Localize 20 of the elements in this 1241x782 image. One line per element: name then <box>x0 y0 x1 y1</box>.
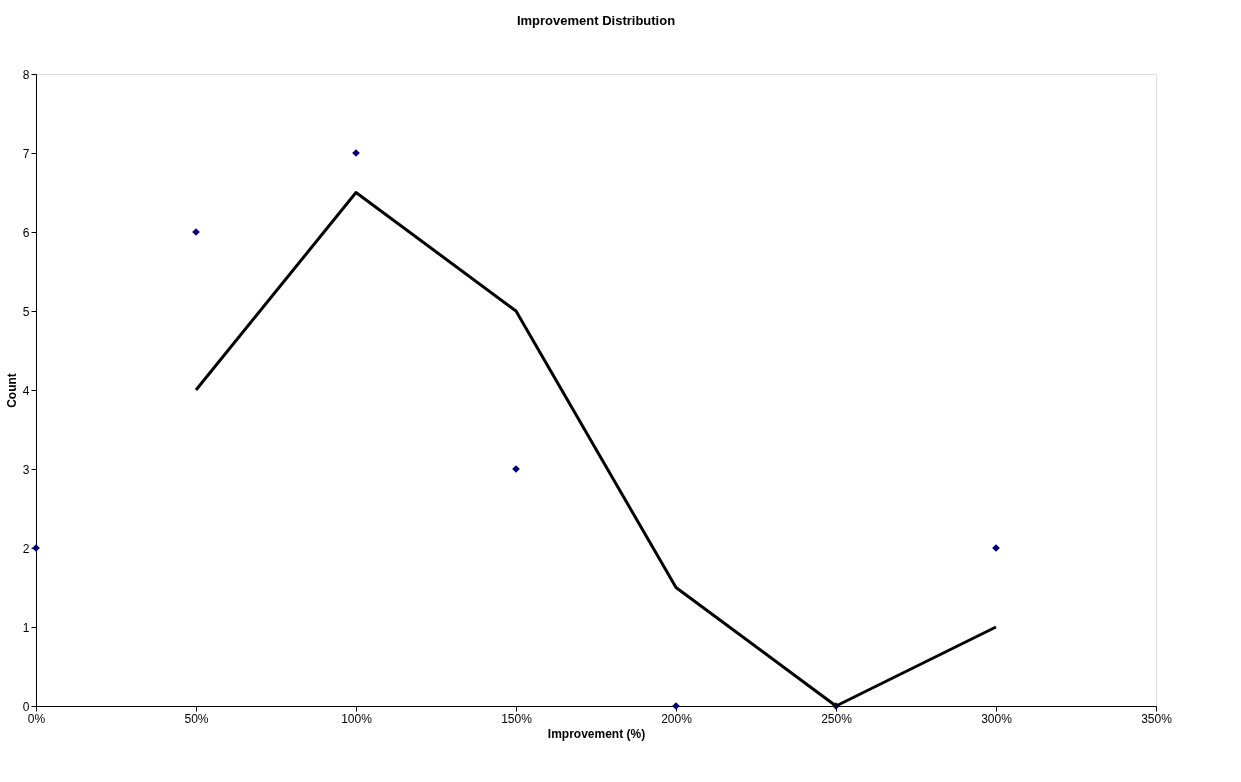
y-tick-label: 5 <box>22 304 30 319</box>
y-tick-label: 7 <box>22 146 30 161</box>
y-axis-title: Count <box>4 373 19 408</box>
x-tick-label: 250% <box>821 711 853 726</box>
y-tick-label: 8 <box>22 67 30 82</box>
chart-title: Improvement Distribution <box>516 13 676 28</box>
y-tick-label: 4 <box>22 383 30 398</box>
x-tick-label: 100% <box>341 711 373 726</box>
x-tick-label: 0% <box>27 711 46 726</box>
x-tick-label: 150% <box>501 711 533 726</box>
y-tick-label: 6 <box>22 225 30 240</box>
y-tick-label: 3 <box>22 462 30 477</box>
y-tick-label: 2 <box>22 541 30 556</box>
y-tick-label: 0 <box>22 699 30 714</box>
x-tick-label: 50% <box>184 711 209 726</box>
x-tick-label: 300% <box>981 711 1013 726</box>
y-tick-label: 1 <box>22 620 30 635</box>
x-tick-label: 200% <box>661 711 693 726</box>
x-axis-title: Improvement (%) <box>547 726 646 741</box>
x-tick-label: 350% <box>1141 711 1173 726</box>
